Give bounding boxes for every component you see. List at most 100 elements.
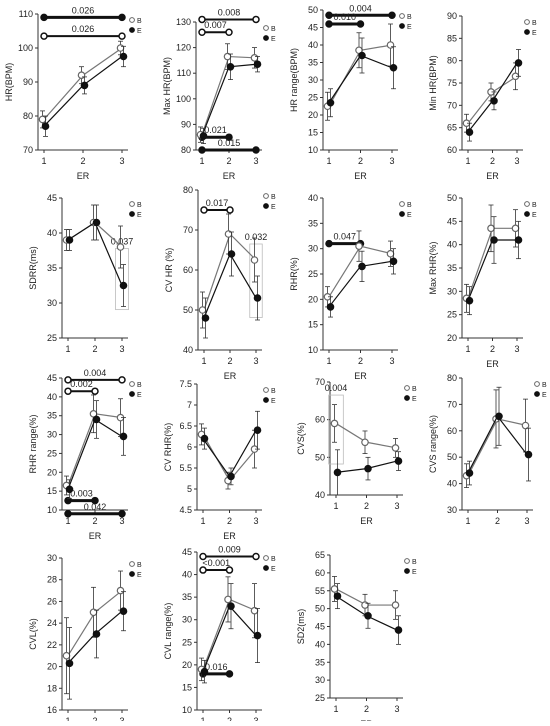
data-point: [65, 659, 74, 668]
y-axis-label: SDRR(ms): [28, 246, 38, 290]
p-value-label: 0.042: [84, 502, 107, 512]
legend-marker: [399, 211, 405, 217]
data-point: [119, 432, 128, 441]
legend-marker: [263, 555, 269, 561]
legend-marker: [263, 387, 269, 393]
data-point: [330, 419, 339, 428]
legend-label: E: [137, 28, 142, 35]
data-point: [389, 257, 398, 266]
legend: BE: [129, 561, 142, 579]
data-point: [65, 485, 74, 494]
y-tick-label: 40: [308, 40, 318, 50]
legend-label: E: [271, 204, 276, 211]
series-E: [333, 583, 403, 645]
legend-label: E: [532, 212, 537, 219]
significance-bar-end: [118, 510, 126, 518]
x-tick-label: 1: [65, 516, 70, 526]
y-tick-label: 20: [308, 294, 318, 304]
series-E: [65, 400, 128, 500]
data-point: [514, 59, 523, 67]
data-point: [511, 224, 520, 233]
legend-marker: [534, 381, 540, 387]
x-tick-label: 3: [514, 156, 519, 166]
data-point: [119, 607, 128, 616]
significance-bar-end: [252, 552, 260, 561]
data-point: [199, 132, 208, 140]
y-tick-label: 20: [47, 467, 57, 477]
y-axis-label: CV HR (%): [164, 248, 174, 293]
significance-bar-end: [91, 496, 99, 505]
x-axis-label: ER: [486, 171, 499, 181]
significance-box: [115, 248, 129, 311]
chart-panel: 80 90 100 110 120 130 1 2 3 ER Max HR(BPM) 0.008 0.0…: [162, 7, 276, 181]
x-tick-label: 1: [65, 716, 70, 721]
y-axis-label: CV RHR(%): [163, 423, 173, 472]
y-tick-label: 70: [23, 145, 33, 155]
significance-box: [249, 243, 263, 318]
legend-marker: [524, 29, 530, 35]
significance-bar-end: [198, 15, 206, 24]
y-axis-label: Min HR(BPM): [428, 55, 438, 111]
y-tick-label: 65: [315, 550, 325, 560]
data-point: [116, 586, 125, 595]
y-tick-label: 24: [47, 618, 57, 628]
chart-panel: 25 30 35 40 45 1 2 3 SDRR(ms) 0.037 BE: [28, 193, 142, 354]
y-tick-label: 10: [308, 345, 318, 355]
x-tick-label: 3: [389, 356, 394, 366]
x-tick-label: 1: [333, 501, 338, 511]
x-tick-label: 3: [253, 716, 258, 721]
significance-bar-end: [356, 20, 365, 28]
x-tick-label: 3: [524, 516, 529, 526]
y-tick-label: 85: [447, 33, 457, 43]
legend-label: E: [271, 566, 276, 573]
legend-marker: [399, 13, 405, 19]
x-tick-label: 2: [495, 516, 500, 526]
legend-label: E: [137, 572, 142, 579]
x-tick-label: 1: [465, 516, 470, 526]
legend-label: B: [271, 388, 276, 395]
legend: BE: [404, 385, 417, 403]
series-line: [202, 429, 257, 478]
legend: BE: [263, 387, 276, 405]
legend-marker: [263, 25, 269, 31]
legend-marker: [263, 397, 269, 403]
y-tick-label: 90: [181, 119, 191, 129]
chart-panel: 4.5 5 5.5 6 6.5 7 7.5 1 2 3 ER CV RHR(%) BE: [163, 379, 276, 541]
significance-bar-end: [118, 32, 126, 40]
legend-marker: [129, 571, 135, 577]
y-tick-label: 130: [176, 17, 191, 27]
legend: BE: [129, 201, 142, 219]
y-tick-label: 100: [18, 43, 33, 53]
y-tick-label: 60: [447, 426, 457, 436]
legend: BE: [524, 201, 537, 219]
legend-label: B: [271, 26, 276, 33]
legend-label: B: [532, 20, 537, 27]
data-point: [364, 464, 372, 473]
y-tick-label: 30: [315, 675, 325, 685]
legend-label: B: [137, 18, 142, 25]
p-value-label: 0.021: [204, 125, 227, 135]
y-tick-label: 70: [447, 399, 457, 409]
y-tick-label: 45: [447, 216, 457, 226]
y-tick-label: 16: [47, 705, 57, 715]
data-point: [65, 236, 74, 244]
y-tick-label: 6: [187, 442, 192, 452]
y-tick-label: 30: [308, 75, 318, 85]
y-tick-label: 60: [315, 568, 325, 578]
significance-bar-end: [325, 11, 333, 19]
legend: BE: [399, 201, 412, 219]
y-tick-label: 40: [183, 345, 193, 355]
legend: BE: [399, 13, 412, 31]
legend-marker: [524, 211, 530, 217]
p-value-label: 0.010: [333, 12, 356, 22]
data-point: [389, 63, 398, 72]
legend: BE: [524, 19, 537, 37]
x-tick-label: 1: [465, 156, 470, 166]
p-value-label: 0.037: [111, 237, 134, 247]
series-B: [196, 43, 259, 143]
data-point: [358, 51, 366, 60]
significance-bar-end: [40, 13, 48, 22]
data-point: [200, 434, 209, 443]
y-tick-label: 40: [308, 193, 318, 203]
